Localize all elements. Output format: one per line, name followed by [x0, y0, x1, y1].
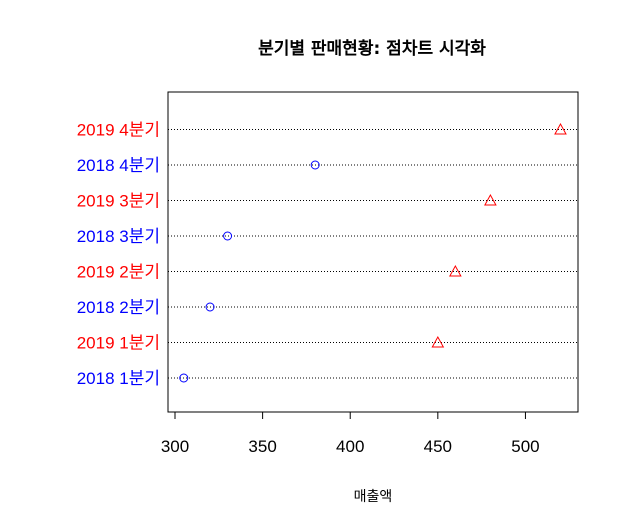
x-tick-label: 500 [511, 437, 539, 456]
category-label: 2018 1분기 [77, 369, 160, 388]
data-point-circle [205, 302, 215, 312]
category-label: 2019 4분기 [77, 121, 160, 140]
plot-frame [167, 91, 579, 413]
category-label: 2018 2분기 [77, 298, 160, 317]
x-tick-label: 450 [424, 437, 452, 456]
x-axis-label: 매출액 [354, 489, 393, 505]
category-label: 2019 2분기 [77, 263, 160, 282]
category-label: 2019 1분기 [77, 334, 160, 353]
data-point-triangle [431, 335, 445, 348]
data-point-triangle [484, 193, 497, 206]
category-label: 2019 3분기 [77, 192, 160, 211]
data-point-circle [310, 160, 320, 170]
data-point-triangle [449, 264, 462, 277]
x-tick-label: 350 [248, 437, 276, 456]
data-point-circle [223, 231, 233, 241]
x-tick-label: 300 [161, 437, 189, 456]
category-label: 2018 4분기 [77, 156, 160, 175]
x-tick-label: 400 [336, 437, 364, 456]
chart-title: 분기별 판매현황: 점차트 시각화 [258, 39, 486, 59]
data-point-circle [179, 373, 189, 383]
category-label: 2018 3분기 [77, 227, 160, 246]
data-point-triangle [554, 122, 567, 135]
